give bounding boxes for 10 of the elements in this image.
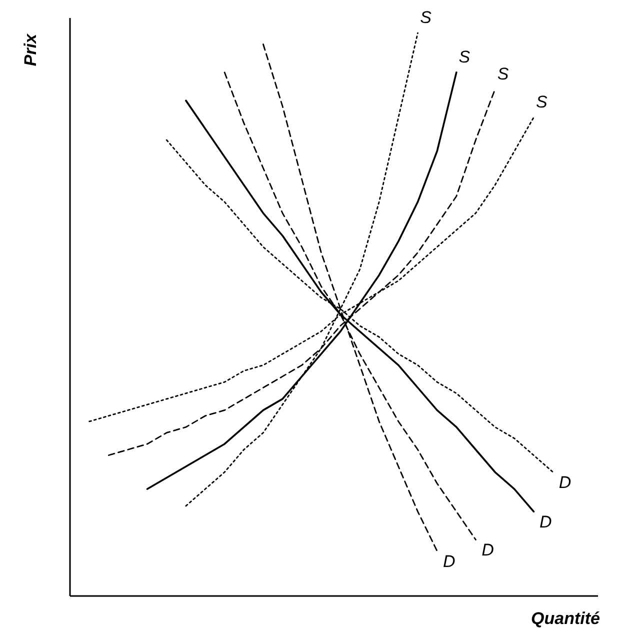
series-label: D — [442, 552, 456, 571]
x-axis-title: Quantité — [531, 609, 600, 628]
series-label: D — [558, 473, 572, 492]
series-label: S — [536, 92, 548, 112]
y-axis-title: Prix — [21, 32, 40, 66]
series-label: S — [420, 8, 432, 27]
series-label: S — [458, 47, 471, 66]
series-label: S — [497, 64, 510, 84]
series-label: D — [540, 512, 552, 532]
series-label: D — [482, 540, 494, 560]
